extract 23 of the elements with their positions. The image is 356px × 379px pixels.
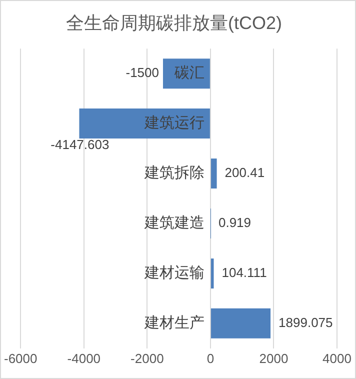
bar [210, 308, 271, 338]
y-tick-label: 建筑运行 [143, 114, 204, 132]
bar [79, 108, 210, 139]
x-tick-label: 2000 [259, 350, 288, 366]
bar [210, 258, 214, 288]
data-label: 200.41 [224, 165, 265, 180]
x-tick-label: -2000 [130, 350, 164, 366]
bar [210, 158, 217, 189]
x-tick-label: -4000 [67, 350, 101, 366]
y-tick-label: 建筑建造 [143, 214, 204, 232]
x-tick-label: 0 [206, 350, 214, 366]
data-label: 0.919 [218, 215, 252, 230]
x-tick-label: 4000 [322, 350, 352, 366]
chart-title: 全生命周期碳排放量(tCO2) [66, 12, 282, 33]
y-tick-label: 建材运输 [143, 264, 204, 282]
x-tick-label: -6000 [4, 350, 38, 366]
y-tick-label: 碳汇 [173, 64, 204, 82]
y-tick-label: 建材生产 [143, 314, 204, 332]
y-tick-label: 建筑拆除 [143, 164, 204, 182]
data-label: 1899.075 [278, 314, 333, 330]
data-label: 104.111 [222, 265, 267, 280]
data-label: -1500 [126, 65, 159, 80]
data-label: -4147.603 [50, 137, 110, 152]
